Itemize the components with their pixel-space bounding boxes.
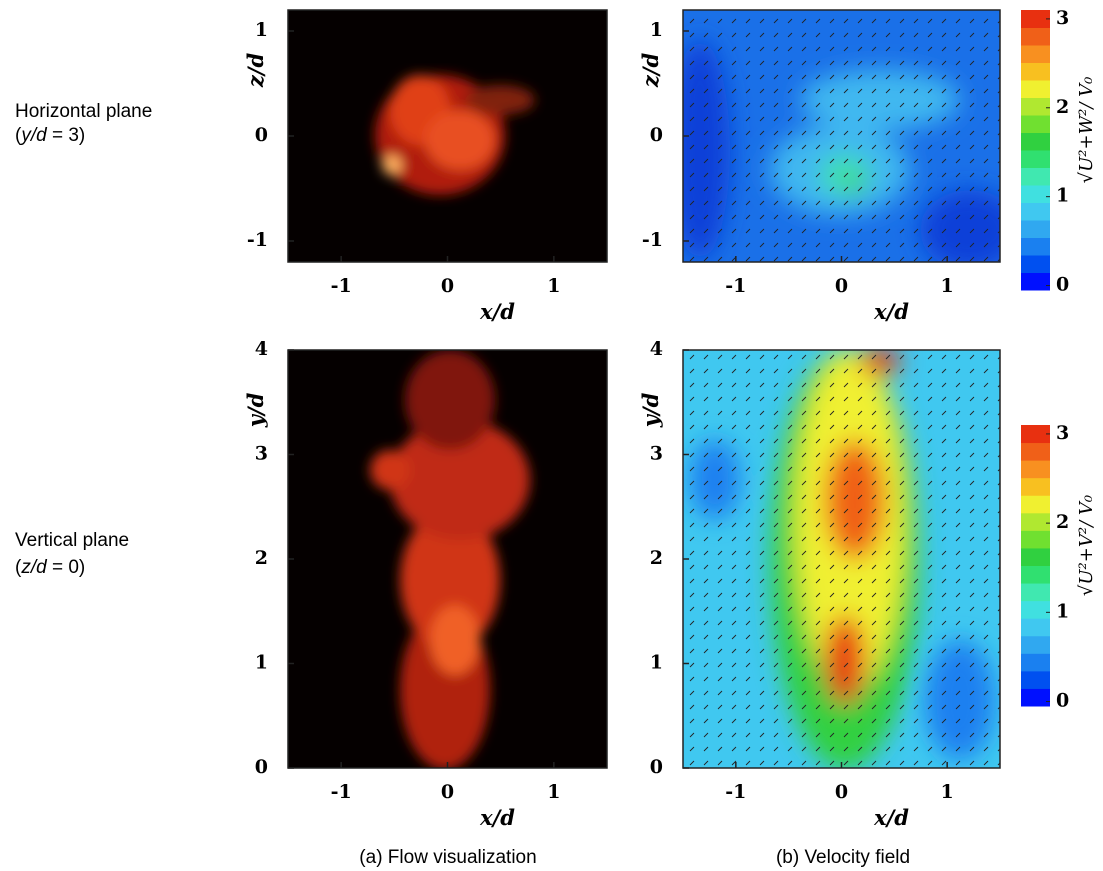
y-axis-label: z/d	[243, 53, 268, 89]
caption: (a) Flow visualization	[359, 847, 536, 868]
x-tick-label: 1	[547, 781, 560, 803]
x-tick-label: 0	[441, 781, 454, 803]
rest: = 0)	[47, 557, 86, 578]
y-tick-label: 0	[650, 124, 663, 146]
colorbar-step	[1021, 565, 1050, 584]
y-tick-label: -1	[247, 229, 268, 251]
colorbar-step	[1021, 547, 1050, 566]
colorbar-tick-label: 3	[1056, 7, 1069, 29]
var: z/d	[20, 557, 48, 578]
colorbar-step	[1021, 45, 1050, 63]
caption: (b) Velocity field	[776, 847, 910, 868]
y-tick-label: 4	[255, 338, 268, 360]
row-label: Vertical plane	[15, 530, 129, 551]
colorbar-step	[1021, 425, 1050, 444]
y-tick-label: 1	[255, 19, 268, 41]
colorbar-step	[1021, 167, 1050, 186]
colorbar-tick-label: 3	[1056, 422, 1069, 444]
colorbar-step	[1021, 80, 1050, 98]
colorbar-step	[1021, 27, 1050, 46]
colorbar-step	[1021, 10, 1050, 28]
y-axis-label: y/d	[243, 392, 268, 428]
colorbar-step	[1021, 600, 1050, 619]
y-tick-label: 0	[255, 756, 268, 778]
colorbar-tick-label: 1	[1056, 185, 1069, 207]
colorbar-step	[1021, 512, 1050, 531]
x-tick-label: -1	[725, 275, 746, 297]
velocity-image-top	[683, 10, 1000, 262]
colorbar-step	[1021, 202, 1050, 221]
x-tick-label: 0	[835, 275, 848, 297]
y-axis-label: y/d	[638, 392, 663, 428]
row-sub-label: (z/d = 0)	[15, 557, 85, 578]
x-tick-label: -1	[725, 781, 746, 803]
x-tick-label: 1	[941, 781, 954, 803]
colorbar-step	[1021, 442, 1050, 461]
var: y/d	[19, 125, 48, 146]
row-sub-label: (y/d = 3)	[15, 125, 85, 146]
colorbar-tick-label: 0	[1056, 690, 1069, 712]
colorbar-label: √U²+W²/ V₀	[1076, 77, 1097, 184]
y-axis-label: z/d	[638, 53, 663, 89]
colorbar-step	[1021, 583, 1050, 602]
colorbar-step	[1021, 185, 1050, 203]
flow-image-top	[288, 10, 607, 262]
row-label: Horizontal plane	[15, 101, 152, 122]
colorbar-step	[1021, 220, 1050, 238]
velocity-image-bottom	[683, 350, 1000, 768]
x-axis-label: x/d	[873, 299, 909, 324]
colorbar-step	[1021, 530, 1050, 549]
paren: (	[15, 557, 22, 578]
y-tick-label: 3	[255, 443, 268, 465]
y-tick-label: 0	[650, 756, 663, 778]
colorbar-step	[1021, 272, 1050, 291]
colorbar-step	[1021, 62, 1050, 81]
y-tick-label: -1	[642, 229, 663, 251]
y-tick-label: 3	[650, 443, 663, 465]
colorbar-step	[1021, 635, 1050, 654]
colorbar-step	[1021, 653, 1050, 672]
y-tick-label: 2	[650, 547, 663, 569]
colorbar-step	[1021, 460, 1050, 479]
x-tick-label: -1	[331, 781, 352, 803]
colorbar-step	[1021, 495, 1050, 514]
x-tick-label: 0	[441, 275, 454, 297]
y-tick-label: 1	[650, 652, 663, 674]
colorbar-step	[1021, 688, 1050, 707]
colorbar-step	[1021, 150, 1050, 168]
y-tick-label: 4	[650, 338, 663, 360]
x-tick-label: 1	[547, 275, 560, 297]
colorbar-step	[1021, 477, 1050, 496]
x-tick-label: -1	[331, 275, 352, 297]
x-tick-label: 0	[835, 781, 848, 803]
colorbar-label: √U²+V²/ V₀	[1076, 495, 1097, 596]
colorbar-step	[1021, 255, 1050, 273]
x-axis-label: x/d	[479, 299, 515, 324]
rest: = 3)	[47, 125, 86, 146]
x-tick-label: 1	[941, 275, 954, 297]
paren: (	[15, 125, 22, 146]
y-tick-label: 2	[255, 547, 268, 569]
x-axis-label: x/d	[873, 805, 909, 830]
colorbar-step	[1021, 97, 1050, 116]
y-tick-label: 1	[255, 652, 268, 674]
colorbar-step	[1021, 115, 1050, 133]
colorbar-step	[1021, 132, 1050, 151]
flow-image-bottom	[288, 350, 607, 768]
colorbar-tick-label: 0	[1056, 274, 1069, 296]
y-tick-label: 0	[255, 124, 268, 146]
colorbar-tick-label: 2	[1056, 511, 1069, 533]
colorbar-tick-label: 1	[1056, 600, 1069, 622]
colorbar-step	[1021, 670, 1050, 689]
colorbar-step	[1021, 237, 1050, 256]
y-tick-label: 1	[650, 19, 663, 41]
colorbar-step	[1021, 618, 1050, 637]
colorbar-tick-label: 2	[1056, 96, 1069, 118]
x-axis-label: x/d	[479, 805, 515, 830]
